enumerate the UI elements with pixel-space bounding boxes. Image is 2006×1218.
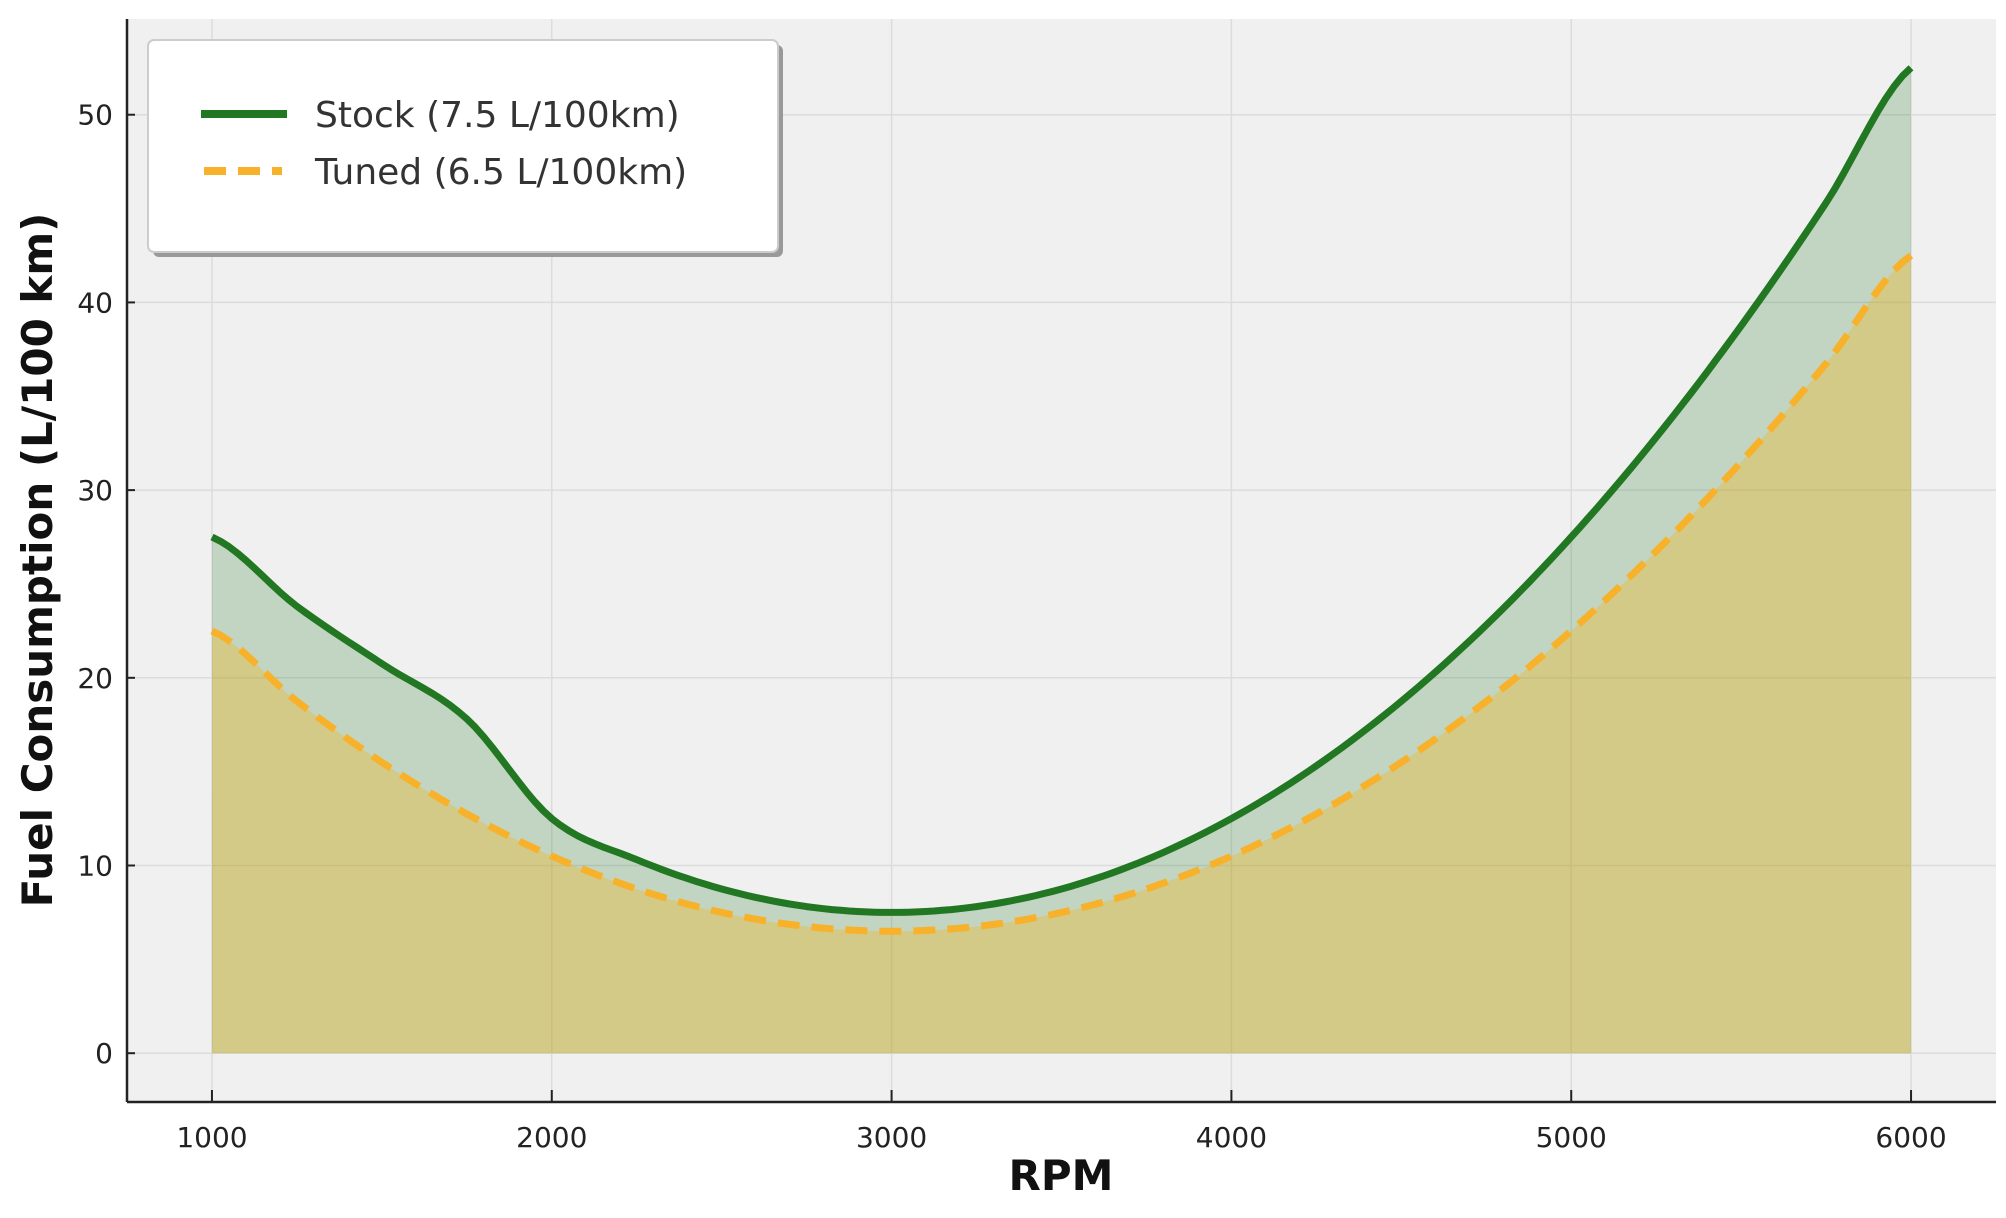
grid [127, 19, 1996, 1102]
legend: Stock (7.5 L/100km) Tuned (6.5 L/100km) [147, 39, 783, 257]
legend-box [147, 39, 779, 253]
x-tick-label: 1000 [176, 1121, 247, 1154]
y-tick-label: 40 [77, 286, 113, 319]
y-tick-label: 20 [77, 662, 113, 695]
legend-label-tuned: Tuned (6.5 L/100km) [314, 152, 687, 193]
x-tick-label: 4000 [1196, 1121, 1267, 1154]
x-axis-label: RPM [1009, 1151, 1114, 1200]
y-axis-label: Fuel Consumption (L/100 km) [13, 213, 62, 908]
area-fill-stock [211, 67, 1912, 1054]
series-lines [210, 65, 1914, 935]
y-tick-label: 10 [77, 850, 113, 883]
y-tick-label: 30 [77, 474, 113, 507]
series-line-stock [210, 65, 1914, 916]
x-tick-label: 2000 [516, 1121, 587, 1154]
x-tick-label: 3000 [856, 1121, 927, 1154]
y-tick-label: 50 [77, 99, 113, 132]
area-fill-tuned [211, 255, 1912, 1054]
axes [125, 19, 1996, 1104]
x-tick-label: 6000 [1875, 1121, 1946, 1154]
legend-label-stock: Stock (7.5 L/100km) [315, 95, 680, 136]
x-tick-label: 5000 [1536, 1121, 1607, 1154]
y-tick-label: 0 [95, 1037, 113, 1070]
tick-labels: 1000 2000 3000 4000 5000 6000 0 10 20 30 40 50 [77, 99, 1946, 1154]
series-line-tuned [210, 252, 1914, 935]
area-fills [211, 67, 1912, 1054]
